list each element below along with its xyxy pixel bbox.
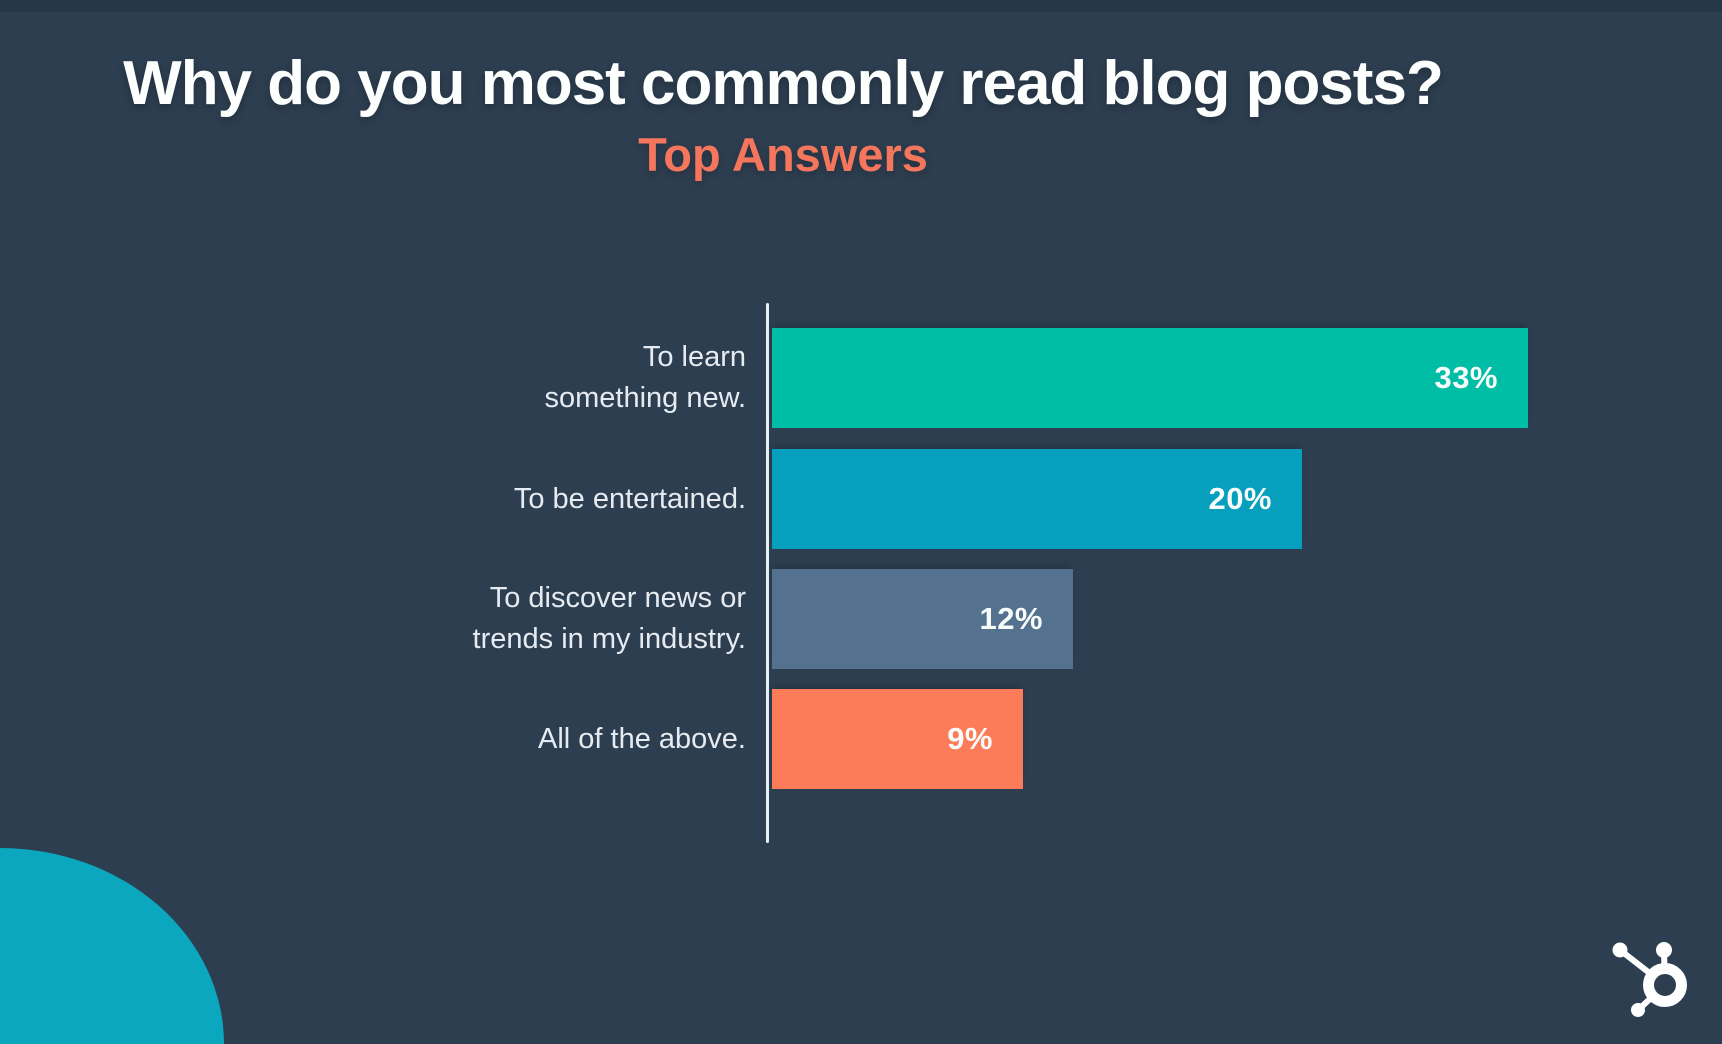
bar-to-learn-something-new: 33% bbox=[772, 328, 1528, 428]
bar-category-label-learn: To learn something new. bbox=[544, 341, 746, 414]
bar-discover-news-trends: 12% bbox=[772, 569, 1073, 669]
bar-to-be-entertained: 20% bbox=[772, 449, 1302, 549]
axis-baseline bbox=[766, 303, 769, 843]
bar-value-label: 20% bbox=[1208, 481, 1272, 516]
hubspot-logo-icon bbox=[1612, 942, 1687, 1017]
chart-title: Why do you most commonly read blog posts… bbox=[123, 49, 1444, 118]
top-edge-strip bbox=[0, 0, 1722, 12]
bar-category-label-entertained: To be entertained. bbox=[513, 482, 746, 515]
bar-value-label: 9% bbox=[947, 721, 993, 756]
bar-value-label: 12% bbox=[979, 601, 1043, 636]
chart-subtitle: Top Answers bbox=[638, 128, 928, 182]
chart-header: Why do you most commonly read blog posts… bbox=[0, 48, 1566, 182]
bar-all-of-the-above: 9% bbox=[772, 689, 1023, 789]
bar-value-label: 33% bbox=[1434, 360, 1498, 395]
bar-category-label-news-trends: To discover news or trends in my industr… bbox=[472, 582, 746, 655]
corner-accent-shape bbox=[0, 848, 224, 1044]
bar-category-label-all-above: All of the above. bbox=[538, 722, 746, 755]
